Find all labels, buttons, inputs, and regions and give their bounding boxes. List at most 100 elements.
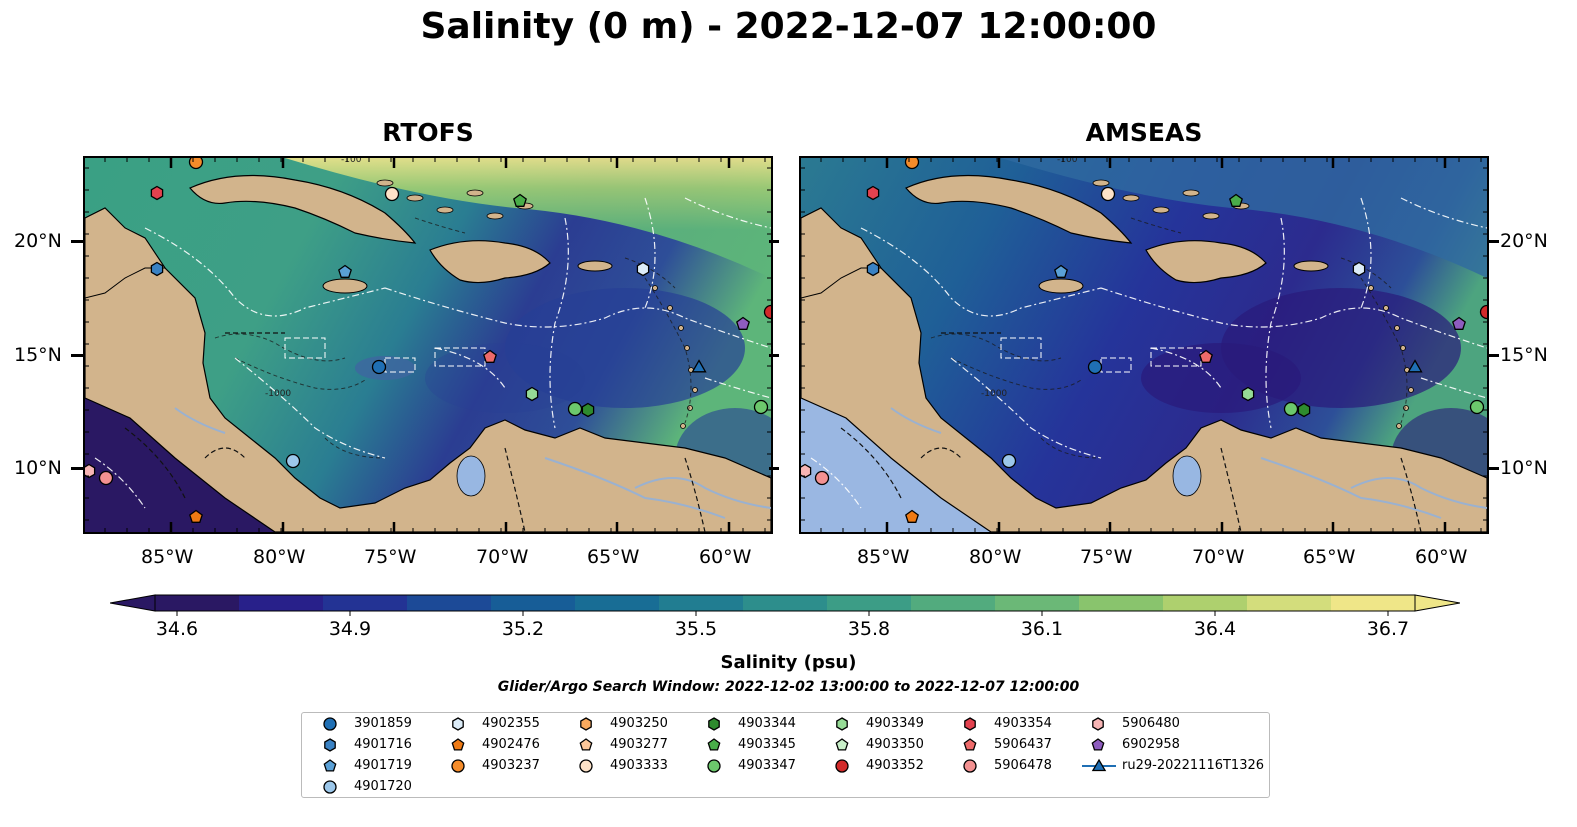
obs-marker-5906480 [85,463,96,479]
lat-tick-label: 20°N [14,230,62,252]
panel-title-amseas: AMSEAS [1085,118,1203,147]
map-panel-amseas[interactable]: -100 -1000 [799,156,1489,534]
obs-marker-4903333 [384,186,400,202]
circle-marker-icon [963,759,977,773]
colorbar-segment [323,595,408,611]
obs-marker-4903354 [866,185,880,201]
lat-tick-mark [71,467,83,470]
colorbar-tick-label: 36.1 [1021,618,1063,640]
obs-marker-6902958 [736,316,750,330]
pentagon-marker-icon [835,738,849,751]
map-panel-rtofs[interactable]: -100 -1000 [83,156,773,534]
circle-marker-icon [707,759,721,773]
colorbar-tick-label: 35.5 [675,618,717,640]
colorbar-segment [575,595,660,611]
legend-label: 4901716 [354,737,412,752]
obs-marker-4903237 [188,158,204,170]
contour-label: -100 [341,158,362,165]
obs-marker-3901859 [371,359,387,375]
legend-label: 4903350 [866,737,924,752]
legend-label: 4902355 [482,716,540,731]
colorbar-tick-label: 34.9 [329,618,371,640]
obs-marker-5906478 [98,470,114,486]
circle-marker-icon [579,759,593,773]
colorbar-tick-label: 36.7 [1367,618,1409,640]
legend-label: 6902958 [1122,737,1180,752]
lat-tick-mark [1487,467,1499,470]
legend-label: 4903349 [866,716,924,731]
obs-marker-4903347 [753,399,769,415]
legend-label: 4903250 [610,716,668,731]
pentagon-marker-icon [451,738,465,751]
obs-marker-4901716 [150,261,164,277]
lon-tick-label: 80°W [969,546,1022,568]
panel-title-rtofs: RTOFS [382,118,474,147]
obs-marker-4903354 [150,185,164,201]
legend-label: 4903354 [994,716,1052,731]
legend: 3901859 4901716 4901719 4901720 4902355 49024… [301,712,1270,798]
contour-label: -1000 [981,389,1007,399]
obs-marker-4901720 [285,453,301,469]
obs-marker-4901719 [338,264,352,278]
legend-label: 5906437 [994,737,1052,752]
colorbar-extend-max [1414,594,1460,612]
obs-marker-4902355 [636,261,650,277]
legend-label: 4903344 [738,716,796,731]
legend-label: 4903347 [738,758,796,773]
lon-tick-label: 65°W [587,546,640,568]
lat-tick-label: 20°N [1500,230,1548,252]
legend-label: 3901859 [354,716,412,731]
obs-marker-5906480 [801,463,812,479]
hexagon-marker-icon [708,717,720,731]
lat-tick-mark [71,240,83,243]
search-window-caption: Glider/Argo Search Window: 2022-12-02 13… [497,679,1080,695]
obs-marker-4903345 [513,193,527,207]
pentagon-marker-icon [963,738,977,751]
lat-tick-label: 15°N [1500,344,1548,366]
salinity-map-amseas: -100 -1000 [801,158,1487,532]
lon-tick-label: 80°W [253,546,306,568]
colorbar-extend-min [110,594,156,612]
obs-marker-5906478 [814,470,830,486]
hexagon-marker-icon [324,738,336,752]
circle-marker-icon [451,759,465,773]
lat-tick-label: 10°N [14,457,62,479]
lat-tick-label: 15°N [14,344,62,366]
lat-tick-label: 10°N [1500,457,1548,479]
pentagon-marker-icon [323,759,337,772]
colorbar-segment [155,595,240,611]
pentagon-marker-icon [707,738,721,751]
obs-marker-4903237 [904,158,920,170]
legend-label: 4903352 [866,758,924,773]
obs-marker-4903345 [1229,193,1243,207]
pentagon-marker-icon [1091,738,1105,751]
colorbar-segment [491,595,576,611]
lat-tick-mark [769,467,779,470]
colorbar-segment [1331,595,1416,611]
legend-label: 4903237 [482,758,540,773]
obs-marker-4903349 [525,386,539,402]
obs-marker-4903333 [1100,186,1116,202]
legend-label: 4903277 [610,737,668,752]
lon-tick-label: 75°W [364,546,417,568]
legend-label: 4901719 [354,758,412,773]
triangle-line-marker-icon [1082,758,1116,772]
lon-tick-label: 60°W [699,546,752,568]
hexagon-marker-icon [964,717,976,731]
contour-label: -100 [1057,158,1078,165]
obs-marker-4903347 [1469,399,1485,415]
lon-tick-label: 65°W [1303,546,1356,568]
lat-tick-mark [769,240,779,243]
obs-marker-4903344 [581,402,595,418]
colorbar: 34.6 34.9 35.2 35.5 35.8 36.1 36.4 36.7 [110,594,1460,640]
glider-track-marker [691,359,707,373]
hexagon-marker-icon [580,717,592,731]
lon-axis-amseas: 85°W 80°W 75°W 70°W 65°W 60°W [799,534,1489,574]
colorbar-segment [743,595,828,611]
contour-label: -1000 [265,389,291,399]
legend-label: 4902476 [482,737,540,752]
lat-tick-mark [1487,354,1499,357]
lon-axis-rtofs: 85°W 80°W 75°W 70°W 65°W 60°W [83,534,773,574]
legend-label: 5906480 [1122,716,1180,731]
legend-label: ru29-20221116T1326 [1122,758,1265,773]
